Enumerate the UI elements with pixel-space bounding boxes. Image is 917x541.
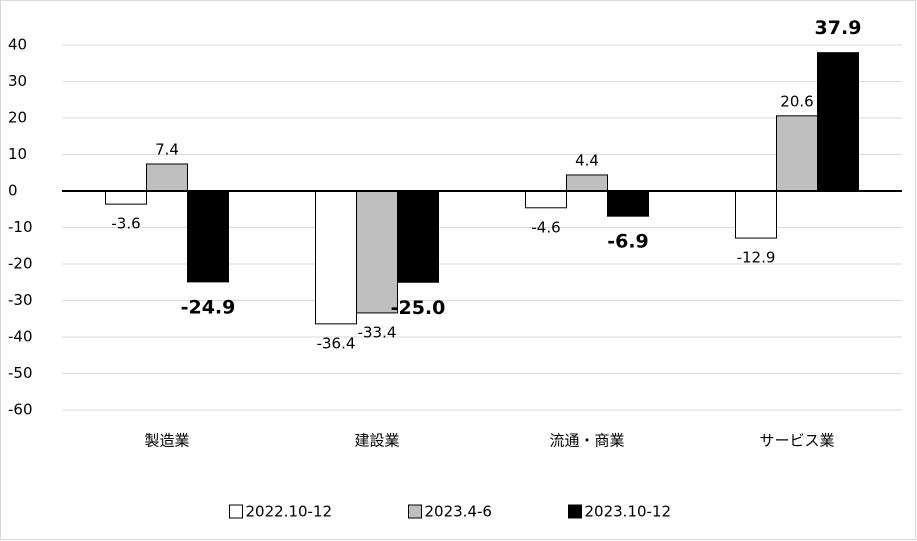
bar <box>817 52 859 192</box>
data-label: -24.9 <box>181 296 236 318</box>
y-tick-label: -40 <box>8 328 33 346</box>
legend-label: 2022.10-12 <box>246 503 333 521</box>
bar <box>397 190 439 283</box>
data-label: -12.9 <box>737 249 776 267</box>
bar <box>607 190 649 217</box>
x-tick-label: 建設業 <box>354 432 399 450</box>
data-label: 4.4 <box>575 151 599 169</box>
data-label: -25.0 <box>391 297 446 319</box>
bar <box>735 190 777 239</box>
bar <box>146 163 188 192</box>
y-tick-label: -30 <box>8 291 33 309</box>
y-tick-label: -60 <box>8 401 33 419</box>
y-tick-label: 40 <box>8 36 27 54</box>
y-tick-label: 0 <box>8 182 18 200</box>
legend-swatch <box>229 504 243 519</box>
data-label: -4.6 <box>531 218 560 236</box>
legend-label: 2023.4-6 <box>425 503 492 521</box>
bar <box>356 190 398 314</box>
y-tick-label: -50 <box>8 364 33 382</box>
data-label: 7.4 <box>155 140 179 158</box>
bar <box>566 174 608 192</box>
x-tick-label: 製造業 <box>144 432 189 450</box>
y-tick-label: -10 <box>8 218 33 236</box>
data-label: -36.4 <box>317 334 356 352</box>
data-label: -3.6 <box>111 215 140 233</box>
y-tick-label: -20 <box>8 255 33 273</box>
data-label: -33.4 <box>358 323 397 341</box>
data-label: 37.9 <box>815 17 862 39</box>
data-label: -6.9 <box>607 231 649 253</box>
bar <box>105 190 147 205</box>
x-tick-label: サービス業 <box>759 432 834 450</box>
data-label: 20.6 <box>780 92 813 110</box>
x-tick-label: 流通・商業 <box>549 432 624 450</box>
bar <box>525 190 567 209</box>
y-tick-label: 30 <box>8 72 27 90</box>
y-tick-label: 10 <box>8 145 27 163</box>
bar <box>187 190 229 283</box>
bar <box>776 115 818 192</box>
legend-label: 2023.10-12 <box>585 503 672 521</box>
legend-swatch <box>408 504 422 519</box>
y-tick-label: 20 <box>8 109 27 127</box>
legend-swatch <box>568 504 582 519</box>
bar <box>315 190 357 325</box>
